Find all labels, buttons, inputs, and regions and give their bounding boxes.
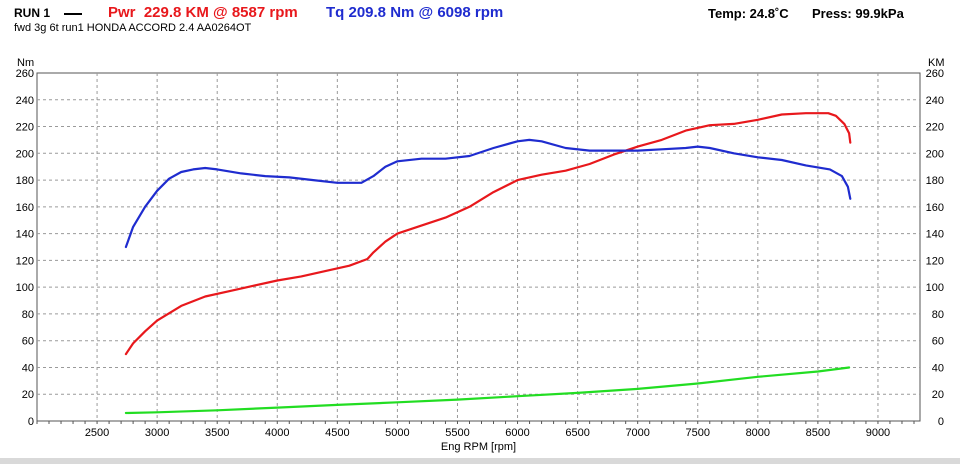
y-tick-label-right: 160 <box>926 202 944 214</box>
x-tick-label: 8500 <box>806 427 830 439</box>
loss-curve <box>124 366 851 415</box>
x-tick-label: 6000 <box>505 427 529 439</box>
y-tick-label-left: 180 <box>16 175 34 187</box>
y-axis-label-right: KM <box>928 57 945 69</box>
y-tick-label-left: 60 <box>22 336 34 348</box>
x-tick-label: 7000 <box>625 427 649 439</box>
run-description: fwd 3g 6t run1 HONDA ACCORD 2.4 AA0264OT <box>14 22 252 34</box>
x-tick-label: 7500 <box>686 427 710 439</box>
x-tick-label: 5000 <box>385 427 409 439</box>
y-axis-label-left: Nm <box>17 57 34 69</box>
y-tick-label-right: 0 <box>938 416 944 428</box>
x-tick-label: 9000 <box>866 427 890 439</box>
y-tick-label-left: 120 <box>16 255 34 267</box>
power-summary: Pwr 229.8 KM @ 8587 rpm <box>108 4 298 21</box>
y-tick-label-left: 140 <box>16 229 34 241</box>
y-tick-label-right: 180 <box>926 175 944 187</box>
x-tick-label: 4000 <box>265 427 289 439</box>
x-tick-label: 2500 <box>85 427 109 439</box>
y-tick-label-left: 0 <box>28 416 34 428</box>
dyno-chart: 0 0 20 20 40 40 60 60 80 80 100 100 120 120 140 140 160 1… <box>16 57 945 453</box>
x-tick-label: 4500 <box>325 427 349 439</box>
x-axis-label: Eng RPM [rpm] <box>441 441 516 453</box>
y-tick-label-right: 240 <box>926 95 944 107</box>
y-tick-label-right: 120 <box>926 255 944 267</box>
x-tick-label: 6500 <box>565 427 589 439</box>
y-tick-label-left: 240 <box>16 95 34 107</box>
y-tick-label-left: 260 <box>16 68 34 80</box>
y-tick-label-right: 100 <box>926 282 944 294</box>
temperature-readout: Temp: 24.8˚C <box>708 6 789 21</box>
y-tick-label-right: 40 <box>932 362 944 374</box>
plot-frame <box>36 72 921 422</box>
y-tick-label-left: 40 <box>22 362 34 374</box>
power-curve <box>124 112 852 356</box>
y-tick-label-right: 60 <box>932 336 944 348</box>
y-tick-label-left: 200 <box>16 148 34 160</box>
y-tick-label-left: 80 <box>22 309 34 321</box>
torque-curve <box>124 138 852 249</box>
y-tick-label-right: 200 <box>926 148 944 160</box>
header: RUN 1 Pwr 229.8 KM @ 8587 rpm Tq 209.8 N… <box>0 0 960 40</box>
run-line-icon <box>64 13 82 15</box>
y-tick-label-left: 20 <box>22 389 34 401</box>
pressure-readout: Press: 99.9kPa <box>812 6 904 21</box>
y-tick-label-right: 260 <box>926 68 944 80</box>
y-tick-label-right: 220 <box>926 122 944 134</box>
y-tick-label-right: 20 <box>932 389 944 401</box>
y-tick-label-right: 80 <box>932 309 944 321</box>
x-tick-label: 3000 <box>145 427 169 439</box>
torque-summary: Tq 209.8 Nm @ 6098 rpm <box>326 4 504 21</box>
y-tick-label-left: 220 <box>16 122 34 134</box>
x-tick-label: 3500 <box>205 427 229 439</box>
x-tick-label: 5500 <box>445 427 469 439</box>
y-tick-label-left: 100 <box>16 282 34 294</box>
y-tick-label-right: 140 <box>926 229 944 241</box>
y-tick-label-left: 160 <box>16 202 34 214</box>
run-label: RUN 1 <box>14 6 51 20</box>
bottom-rule <box>0 458 960 464</box>
x-tick-label: 8000 <box>746 427 770 439</box>
